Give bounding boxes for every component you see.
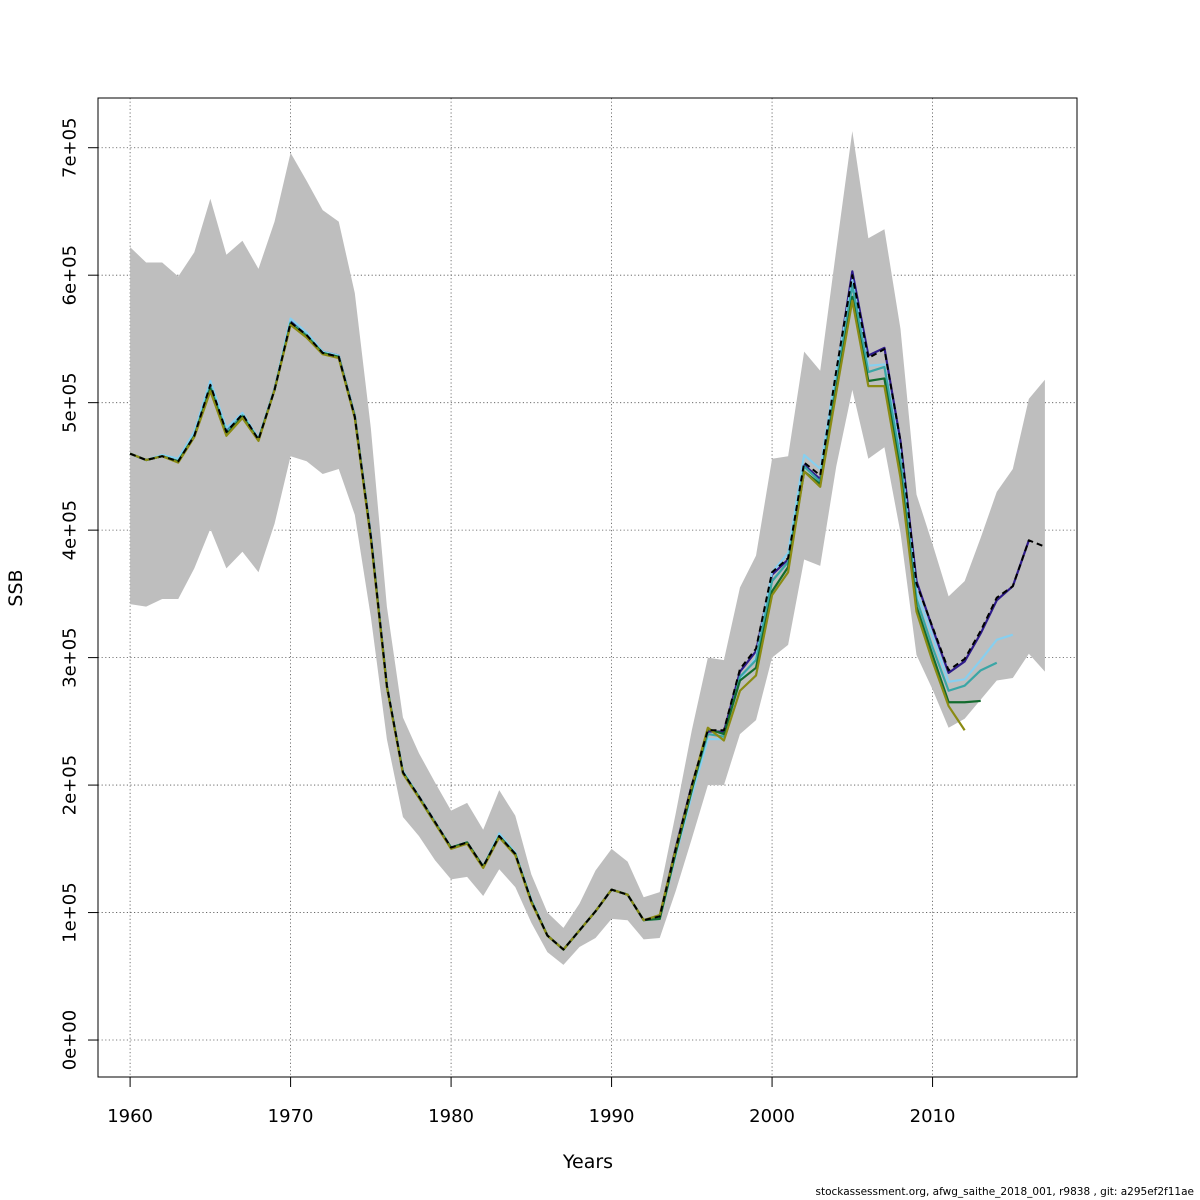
y-tick-label: 1e+05 <box>60 882 81 943</box>
series-line <box>129 274 1046 951</box>
y-tick-label: 0e+00 <box>60 1010 81 1071</box>
y-tick-label: 2e+05 <box>60 755 81 816</box>
x-tick-label: 2000 <box>749 1106 795 1127</box>
x-axis: 1960 1970 1980 1990 2000 2010 <box>107 1076 956 1127</box>
y-tick-label: 4e+05 <box>60 500 81 561</box>
y-axis-title: SSB <box>5 569 27 606</box>
y-axis: 0e+00 1e+05 2e+05 3e+05 4e+05 5e+05 6e+05 7e+05 <box>60 117 99 1070</box>
x-tick-label: 1960 <box>107 1106 153 1127</box>
x-tick-label: 1990 <box>589 1106 635 1127</box>
series-lines <box>129 270 1046 951</box>
confidence-band-area <box>130 131 1045 965</box>
x-tick-label: 1970 <box>268 1106 314 1127</box>
y-tick-label: 5e+05 <box>60 372 81 433</box>
y-tick-label: 6e+05 <box>60 245 81 306</box>
x-tick-label: 2010 <box>910 1106 956 1127</box>
y-tick-label: 3e+05 <box>60 627 81 688</box>
footer-credit: stockassessment.org, afwg_saithe_2018_00… <box>815 1186 1194 1198</box>
x-tick-label: 1980 <box>428 1106 474 1127</box>
y-tick-label: 7e+05 <box>60 117 81 178</box>
confidence-band <box>130 131 1045 965</box>
x-axis-title: Years <box>562 1151 613 1173</box>
